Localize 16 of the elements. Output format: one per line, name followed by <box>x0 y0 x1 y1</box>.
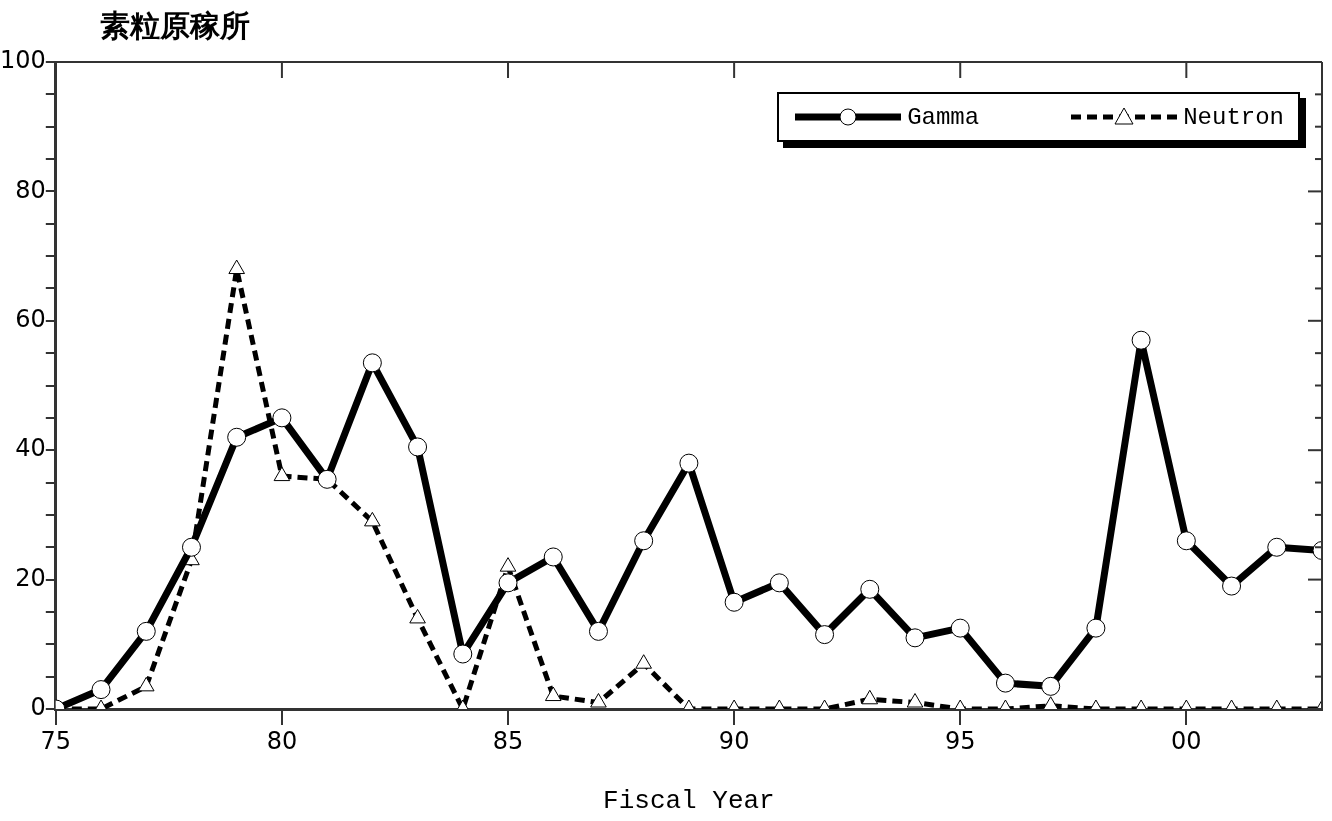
chart-title: 素粒原稼所 <box>100 7 250 45</box>
x-tick-label: 00 <box>1171 726 1202 755</box>
x-axis-title: Fiscal Year <box>603 786 775 817</box>
x-tick-label: 95 <box>944 726 976 755</box>
x-tick-label: 75 <box>40 726 72 755</box>
legend-label: Gamma <box>907 103 980 131</box>
legend-label: Neutron <box>1183 103 1284 131</box>
y-tick-label: 100 <box>0 46 46 75</box>
y-tick-label: 80 <box>15 175 46 204</box>
y-tick-label: 20 <box>15 563 46 592</box>
x-tick-label: 85 <box>492 726 524 755</box>
y-tick-label: 60 <box>15 305 46 334</box>
x-tick-label: 90 <box>718 726 750 755</box>
y-tick-label: 40 <box>15 434 46 463</box>
y-tick-label: 0 <box>30 693 46 722</box>
x-tick-label: 80 <box>266 726 298 755</box>
